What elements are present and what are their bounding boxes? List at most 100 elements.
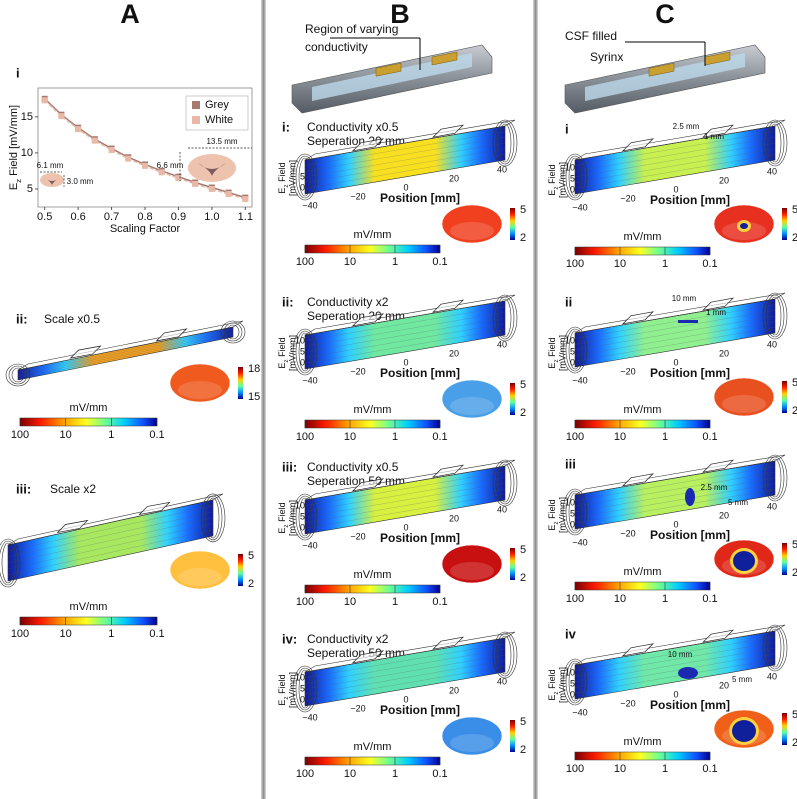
x-tick-label: 1.0 xyxy=(204,211,219,223)
fiber-line xyxy=(304,488,506,523)
tissue-contour xyxy=(492,294,518,342)
tissue-contour xyxy=(206,497,220,539)
axis-unit: [mV/mm] xyxy=(287,500,297,536)
x-tick-label: −20 xyxy=(620,366,635,376)
tissue-contour xyxy=(768,123,782,163)
panel-title: Scale x0.5 xyxy=(44,312,100,326)
colorbar xyxy=(304,244,441,254)
dimension-label: 10 mm xyxy=(668,650,693,659)
x-tick-label: −20 xyxy=(620,528,635,538)
fiber-line xyxy=(304,654,506,690)
cross-section-shade xyxy=(722,395,766,413)
colorbar xyxy=(304,756,441,766)
colorbar-label: 100 xyxy=(566,593,584,605)
fiber-line xyxy=(574,142,776,178)
tissue-contour xyxy=(292,328,318,376)
axis-label-part: Field xyxy=(547,669,557,691)
axis-label-part: z xyxy=(283,184,290,187)
colorbar-unit: mV/mm xyxy=(624,736,662,748)
cross-section xyxy=(713,377,775,417)
axis-label-part: Field xyxy=(547,499,557,521)
panel-title: Seperation 50 mm xyxy=(307,474,405,488)
colorbar-label: 10 xyxy=(344,768,356,780)
tissue-contour xyxy=(768,628,782,668)
slab-top xyxy=(574,454,786,496)
y-tick-label: 0 xyxy=(300,522,305,532)
colorbar-label: 1 xyxy=(108,628,114,640)
colorbar-label: 1 xyxy=(392,256,398,268)
fiber-line xyxy=(574,327,776,362)
slab-top xyxy=(304,459,516,501)
electrode xyxy=(701,297,735,311)
syrinx xyxy=(740,223,748,229)
fiber-line xyxy=(574,466,776,501)
column-separator xyxy=(261,0,266,799)
scale-bar xyxy=(238,367,243,399)
scale-min: 2 xyxy=(792,232,797,244)
axis-unit: [mV/mm] xyxy=(557,162,567,198)
device-electrode xyxy=(431,51,458,66)
x-axis-label: Position [mm] xyxy=(380,703,460,717)
x-tick-label: 20 xyxy=(449,685,459,695)
colorbar xyxy=(574,581,711,591)
y-tick-label: 15 xyxy=(21,111,33,123)
x-tick-label: −20 xyxy=(350,531,365,541)
scale-bar xyxy=(238,554,243,586)
scale-bar xyxy=(510,383,515,415)
colorbar-unit: mV/mm xyxy=(354,741,392,753)
y-tick-label: 0 xyxy=(570,689,575,699)
axis-label-part: z xyxy=(553,521,560,524)
tissue-contour xyxy=(298,332,312,372)
scale-max: 5 xyxy=(792,539,797,551)
x-tick-label: 20 xyxy=(719,510,729,520)
colorbar-label: 10 xyxy=(344,431,356,443)
axis-label-part: E xyxy=(547,190,557,196)
fiber-line xyxy=(574,310,776,345)
y-tick-label: 10 xyxy=(295,335,305,345)
cross-section xyxy=(169,550,231,590)
dimension-label: 2.5 mm xyxy=(673,122,700,131)
scale-bar xyxy=(782,543,787,575)
tissue-contour xyxy=(562,153,588,201)
colorbar-label: 100 xyxy=(296,768,314,780)
tissue-contour xyxy=(295,330,315,374)
scale-bar xyxy=(782,208,787,240)
legend-swatch xyxy=(192,101,200,109)
fiber-line xyxy=(304,666,506,701)
x-tick-label: −40 xyxy=(302,200,317,210)
colorbar-label: 100 xyxy=(11,628,29,640)
tissue-contour xyxy=(295,667,315,711)
tissue-contour xyxy=(292,665,318,713)
device-electrode xyxy=(648,62,675,77)
axis-label-part: z xyxy=(553,186,560,189)
tissue-contour xyxy=(765,294,785,338)
slab-top xyxy=(574,624,786,666)
colorbar-unit: mV/mm xyxy=(354,229,392,241)
y-tick-label: 0 xyxy=(300,182,305,192)
fiber-line xyxy=(574,154,776,189)
colorbar-label: 0.1 xyxy=(702,593,717,605)
legend-swatch xyxy=(192,116,200,124)
electrode xyxy=(431,124,465,138)
scale-bar xyxy=(782,713,787,745)
colorbar-label: 10 xyxy=(344,256,356,268)
electrode xyxy=(701,124,735,138)
dimension-label: 1 mm xyxy=(706,308,726,317)
axis-label-part: Field xyxy=(277,674,287,696)
fiber-line xyxy=(574,472,776,507)
panel-label: iii: xyxy=(282,459,297,474)
electrode xyxy=(431,464,465,478)
x-tick-label: 0 xyxy=(403,694,408,704)
data-point xyxy=(208,185,215,192)
axis-label-part: E xyxy=(277,528,287,534)
y-tick-label: 10 xyxy=(295,500,305,510)
syrinx xyxy=(733,551,755,571)
x-tick-label: 0 xyxy=(673,357,678,367)
axis-label-part: z xyxy=(283,524,290,527)
colorbar-unit: mV/mm xyxy=(70,402,108,414)
data-point xyxy=(108,147,115,154)
tissue-contour xyxy=(203,495,223,541)
y-tick-label: 5 xyxy=(27,183,33,195)
axis-label: Ez Field xyxy=(547,164,560,195)
colorbar-label: 100 xyxy=(566,763,584,775)
